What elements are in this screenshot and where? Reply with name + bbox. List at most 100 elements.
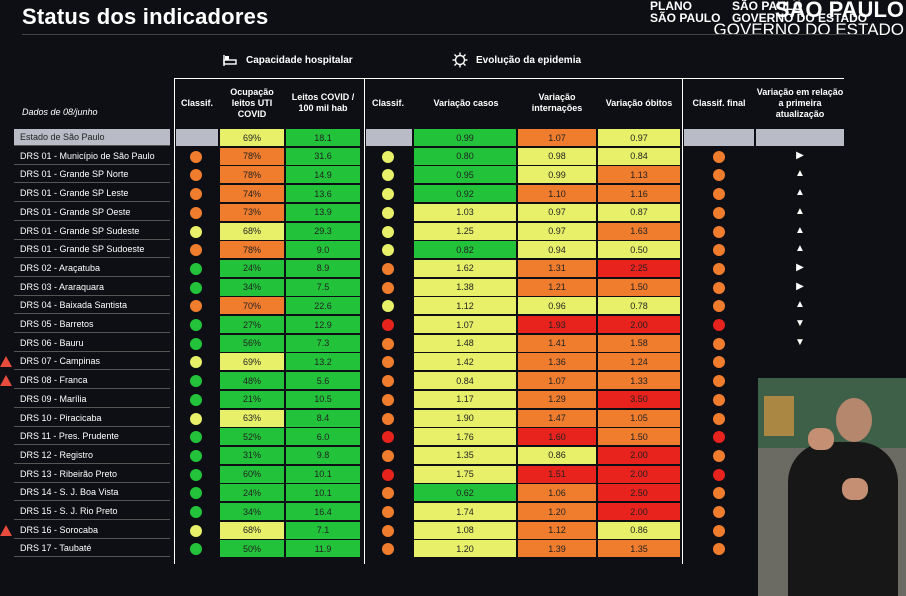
leitos-cell: 8.9 [286,259,360,277]
governo-logo-line2: GOVERNO DO ESTADO [732,11,868,25]
classif2-status-dot [382,244,394,257]
classif-final-status-dot [713,281,725,294]
classif2-status-dot [382,506,394,518]
classif-final-status-dot [713,524,725,537]
casos-cell: 1.76 [414,428,516,446]
col-header-classif-final: Classif. final [692,97,746,108]
col-header-classif2: Classif. [371,97,404,108]
region-name: DRS 02 - Araçatuba [14,260,170,277]
classif1-status-dot [190,375,202,388]
classif-final-status-dot [713,431,725,444]
obitos-cell: 1.50 [598,428,680,446]
ocupacao-cell: 78% [220,166,284,184]
table-border [174,78,844,79]
classif1-status-dot [190,356,202,369]
obitos-cell: 0.86 [598,521,680,539]
classif-final-status-dot [713,449,725,462]
internacoes-cell: 0.94 [518,241,596,259]
ocupacao-cell: 74% [220,185,284,203]
leitos-cell: 16.4 [286,503,360,520]
ocupacao-cell: 73% [220,203,284,221]
classif1-status-dot [190,225,202,238]
internacoes-cell: 1.31 [518,259,596,277]
region-name: DRS 08 - Franca [14,372,170,390]
obitos-cell: 1.13 [598,166,680,184]
watermark-line2: GOVERNO DO ESTADO [713,20,905,39]
ocupacao-cell: 60% [220,465,284,483]
internacoes-cell: 0.96 [518,297,596,315]
internacoes-cell: 1.51 [518,465,596,483]
obitos-cell: 0.84 [598,147,680,165]
obitos-cell: 3.50 [598,390,680,408]
sign-language-interpreter-video [758,378,906,596]
classif1-status-dot [190,337,202,350]
casos-cell: 1.12 [414,297,516,315]
classif-final-status-dot [713,412,725,425]
variacao-arrow-icon: ▲ [795,205,805,217]
ocupacao-cell: 69% [220,353,284,371]
variacao-arrow-icon: ▲ [795,299,805,311]
region-name: DRS 01 - Município de São Paulo [14,148,170,165]
classif2-status-dot [382,356,394,369]
variacao-arrow-icon: ▶ [796,280,804,292]
casos-cell: 1.20 [414,540,516,558]
classif-final-status-dot [713,206,725,219]
region-name: DRS 15 - S. J. Rio Preto [14,503,170,520]
classif1-status-dot [190,188,202,201]
leitos-cell: 9.8 [286,446,360,464]
casos-cell: 1.08 [414,521,516,539]
col-header-internacoes: Variação internações [531,92,583,113]
ocupacao-cell: 48% [220,372,284,390]
warning-icon [0,375,12,387]
classif-final-status-dot [713,506,725,518]
classif-final-status-dot [713,468,725,481]
obitos-cell: 0.78 [598,297,680,315]
obitos-cell: 1.24 [598,353,680,371]
virus-icon [452,52,468,68]
ocupacao-cell: 78% [220,241,284,259]
section-capacidade-label: Capacidade hospitalar [246,54,353,66]
leitos-cell: 7.3 [286,334,360,352]
hospital-bed-icon [223,55,237,66]
leitos-cell: 5.6 [286,372,360,390]
classif-final-status-dot [713,393,725,406]
col-header-leitos: Leitos COVID / 100 mil hab [291,92,355,113]
leitos-cell: 8.4 [286,409,360,427]
classif-final-status-dot [713,337,725,350]
ocupacao-cell: 24% [220,484,284,502]
col-header-ocupacao: Ocupação leitos UTI COVID [230,86,274,119]
variacao-arrow-icon: ▲ [795,243,805,255]
obitos-cell: 2.00 [598,503,680,520]
classif1-status-dot [190,300,202,313]
leitos-cell: 22.6 [286,297,360,315]
leitos-cell: 7.1 [286,521,360,539]
classif2-cell [366,129,412,146]
classif-final-status-dot [713,543,725,556]
internacoes-cell: 1.36 [518,353,596,371]
classif1-status-dot [190,262,202,275]
classif1-status-dot [190,169,202,182]
ocupacao-cell: 70% [220,297,284,315]
classif2-status-dot [382,337,394,350]
obitos-cell: 0.87 [598,203,680,221]
classif2-status-dot [382,487,394,500]
date-label: Dados de 08/junho [22,107,98,117]
casos-cell: 1.62 [414,259,516,277]
classif1-status-dot [190,431,202,444]
casos-cell: 1.38 [414,278,516,296]
classif1-status-dot [190,281,202,294]
section-capacidade: Capacidade hospitalar [222,52,353,68]
variacao-arrow-icon: ▲ [795,187,805,199]
obitos-cell: 2.00 [598,465,680,483]
ocupacao-cell: 69% [220,129,284,146]
classif2-status-dot [382,524,394,537]
ocupacao-cell: 34% [220,503,284,520]
region-name: DRS 12 - Registro [14,447,170,464]
variacao-arrow-icon: ▼ [795,318,805,329]
classif2-status-dot [382,319,394,331]
region-name: DRS 03 - Araraquara [14,279,170,296]
obitos-cell: 1.16 [598,185,680,203]
leitos-cell: 18.1 [286,129,360,146]
obitos-cell: 2.00 [598,316,680,333]
casos-cell: 1.90 [414,409,516,427]
